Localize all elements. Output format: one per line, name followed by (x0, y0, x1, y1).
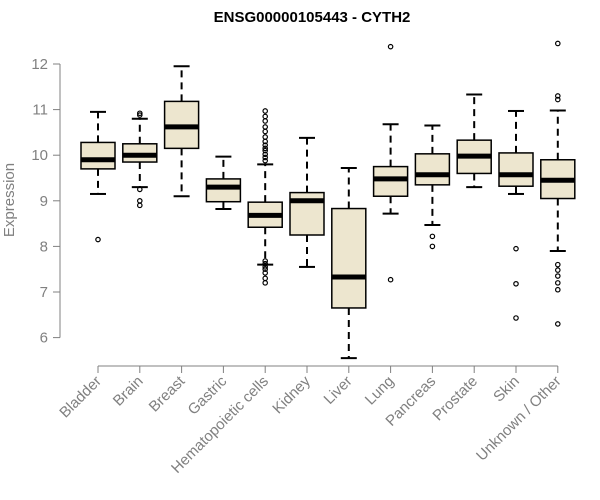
outlier-point (262, 147, 269, 154)
outlier-point (513, 280, 519, 287)
iqr-box (331, 207, 367, 309)
outlier-point (262, 124, 269, 130)
box-group (247, 108, 283, 286)
box-group (331, 166, 367, 360)
y-tick-label: 6 (40, 330, 48, 347)
outlier-point (262, 266, 269, 273)
x-tick-label: Prostate (429, 373, 481, 425)
outlier-point (262, 275, 269, 282)
outlier-point (554, 93, 561, 99)
outlier-point (554, 321, 561, 327)
iqr-box (205, 178, 242, 203)
box-group (289, 136, 325, 268)
outlier-point (262, 128, 269, 135)
box-group (414, 124, 451, 250)
outlier-point (554, 96, 561, 103)
outlier-point (262, 118, 269, 124)
x-tick-label: Kidney (269, 372, 314, 417)
outlier-point (262, 134, 269, 140)
outlier-point (554, 280, 561, 286)
y-tick-label: 7 (40, 284, 48, 301)
outlier-point (554, 286, 561, 293)
box-group (122, 110, 158, 209)
box-group (498, 109, 534, 321)
box-group (205, 155, 242, 211)
outlier-point (262, 151, 269, 158)
y-axis-label: Expression (1, 163, 18, 237)
x-tick-label: Lung (362, 373, 398, 409)
box-group (80, 110, 116, 243)
outlier-point (262, 280, 269, 286)
x-tick-label: Skin (490, 373, 523, 406)
outlier-point (513, 245, 519, 252)
outlier-point (429, 233, 436, 240)
outlier-point (262, 113, 269, 120)
iqr-box (372, 165, 409, 197)
outlier-point (429, 243, 436, 250)
x-tick-label: Bladder (56, 373, 105, 422)
outlier-point (554, 273, 561, 279)
outlier-point (262, 157, 269, 164)
outlier-point (137, 110, 143, 117)
outlier-point (387, 276, 394, 283)
box-group (456, 93, 492, 189)
outlier-point (554, 261, 561, 268)
x-tick-label: Breast (146, 372, 189, 415)
outlier-point (262, 260, 269, 267)
chart-title: ENSG00000105443 - CYTH2 (214, 9, 411, 26)
outlier-point (554, 40, 561, 47)
iqr-box (414, 153, 451, 186)
outlier-point (262, 270, 269, 276)
x-tick-label: Liver (321, 373, 356, 408)
iqr-box (498, 152, 534, 187)
y-axis: 6 7 8 9 10 11 12 (31, 56, 61, 347)
box-group (372, 43, 409, 283)
outlier-point (262, 142, 269, 148)
y-tick-label: 8 (40, 238, 48, 255)
outlier-point (262, 108, 269, 114)
outlier-point (262, 264, 269, 270)
outlier-point (387, 43, 394, 50)
box-group (540, 40, 576, 327)
outlier-point (137, 186, 143, 193)
outlier-point (137, 112, 143, 118)
outlier-point (513, 315, 519, 321)
outlier-point (95, 236, 101, 243)
x-tick-label: Brain (110, 373, 147, 410)
y-tick-label: 9 (40, 193, 48, 210)
box-group (163, 65, 200, 198)
boxes-layer (80, 40, 576, 360)
outlier-point (262, 258, 269, 264)
outlier-point (554, 267, 561, 273)
outlier-point (262, 154, 269, 161)
outlier-point (137, 198, 143, 204)
y-tick-label: 11 (32, 102, 48, 119)
y-tick-label: 10 (31, 147, 48, 164)
y-tick-label: 12 (31, 56, 48, 73)
outlier-point (262, 145, 269, 152)
outlier-point (137, 202, 143, 209)
iqr-box (80, 141, 116, 170)
